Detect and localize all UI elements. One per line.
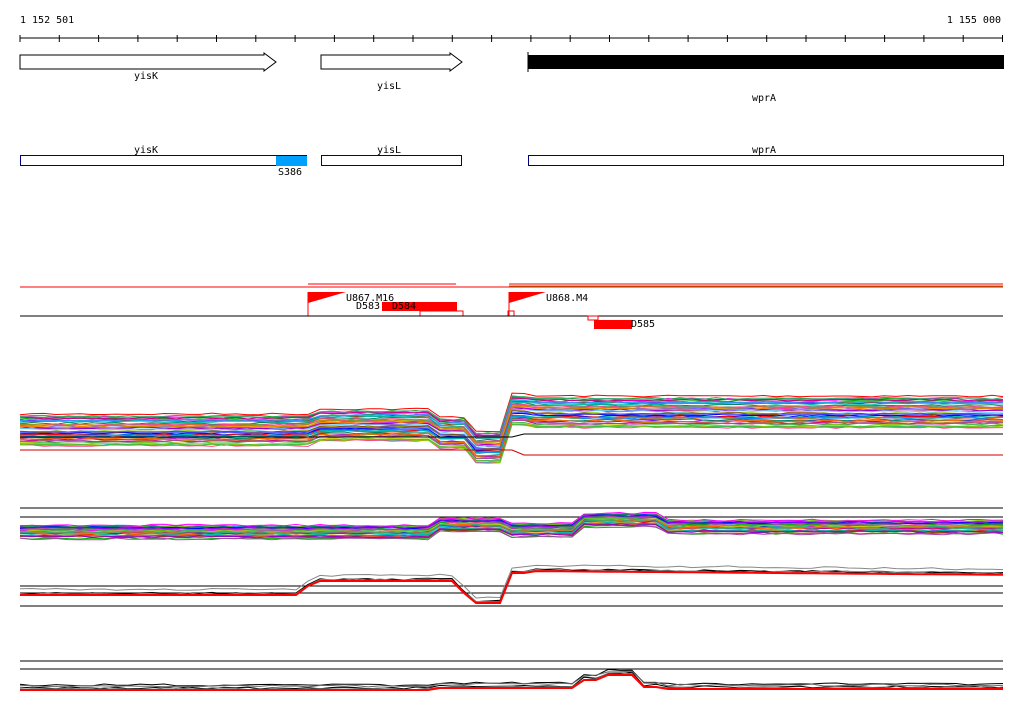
expression-profiles-panel-4: [19, 660, 1004, 691]
down-region-D584[interactable]: [382, 302, 457, 311]
gene-label-yisK: yisK: [134, 71, 158, 82]
promoter-label-U868: U868.M4: [546, 293, 588, 304]
down-region-D585-cap: [587, 315, 599, 321]
expression-profile-line: [19, 525, 1004, 541]
expression-profile-line: [19, 517, 1004, 533]
expression-profile-line: [19, 418, 1004, 457]
expression-profiles-panel-1: [19, 392, 1004, 464]
expression-profile-line: [19, 514, 1004, 530]
expression-profile-line: [19, 401, 1004, 439]
expression-profile-line: [20, 422, 1004, 463]
gene-bar-wprA[interactable]: [528, 55, 1004, 69]
down-label-D584: D584: [392, 301, 416, 312]
gene-label-wprA: wprA: [752, 93, 776, 104]
transcript-box-yisL[interactable]: [321, 155, 462, 166]
ruler-start-label: 1 152 501: [20, 15, 74, 26]
expression-profile-line: [19, 392, 1004, 433]
coordinate-ruler: 1 152 501 1 155 000: [19, 15, 1003, 42]
expression-profiles-2-lines: [19, 511, 1004, 541]
expression-profile-line: [20, 449, 1003, 456]
gene-arrow-yisK[interactable]: [19, 52, 277, 72]
expression-profile-line: [19, 670, 1004, 688]
expression-profile-line: [19, 523, 1004, 539]
promoter-flag-U868[interactable]: [509, 292, 546, 303]
expression-profiles-panel-3: [19, 564, 1004, 607]
expression-profile-line: [19, 414, 1004, 453]
expression-profile-line: [20, 570, 1004, 604]
expression-profile-line: [19, 397, 1004, 437]
expression-profiles-4-lines: [19, 668, 1004, 691]
transcript-label-yisK: yisK: [134, 145, 158, 156]
down-region-edge: [419, 310, 464, 316]
expression-profile-line: [19, 408, 1003, 448]
expression-profile-line: [19, 668, 1004, 687]
segment-mark-S386[interactable]: [276, 156, 307, 166]
gene-label-yisL: yisL: [377, 81, 401, 92]
expression-profile-line: [19, 408, 1004, 447]
promoter-label-U867: U867.M16: [346, 293, 394, 304]
expression-profile-line: [19, 405, 1004, 443]
gene-arrow-yisL[interactable]: [320, 52, 463, 72]
expression-profile-line: [19, 415, 1004, 453]
expression-profile-line: [20, 674, 1003, 691]
expression-profile-line: [19, 411, 1004, 450]
expression-profile-line: [19, 403, 1004, 442]
expression-profile-line: [20, 515, 1003, 531]
expression-profile-line: [19, 398, 1004, 439]
promoter-flag-U867[interactable]: [308, 292, 346, 303]
expression-profiles-3-lines: [19, 564, 1004, 604]
expression-profile-line: [19, 672, 1004, 691]
transcript-track: yisK S386 yisL wprA: [20, 145, 1004, 178]
down-label-D583: D583: [356, 301, 380, 312]
expression-profile-line: [19, 395, 1004, 435]
transcript-box-yisK[interactable]: [20, 155, 307, 166]
expression-profiles-panel-2: [19, 507, 1004, 541]
ruler-end-label: 1 155 000: [947, 15, 1001, 26]
expression-profile-line: [19, 511, 1004, 527]
down-region-D585[interactable]: [594, 320, 632, 329]
expression-profile-line: [19, 519, 1004, 535]
segment-label-S386: S386: [278, 167, 302, 178]
regulation-track: U867.M16 U868.M4 D583 D584 D585: [20, 283, 1003, 330]
transcript-label-wprA: wprA: [752, 145, 776, 156]
down-label-D585: D585: [631, 319, 655, 330]
expression-profile-line: [20, 433, 1003, 438]
expression-profile-line: [19, 564, 1004, 599]
expression-profile-line: [19, 424, 1004, 462]
expression-profile-line: [19, 568, 1004, 603]
gene-track: yisK yisL wprA: [19, 52, 1004, 104]
ruler-ticks: [19, 35, 1003, 42]
transcript-label-yisL: yisL: [377, 145, 401, 156]
transcript-box-wprA[interactable]: [528, 155, 1004, 166]
